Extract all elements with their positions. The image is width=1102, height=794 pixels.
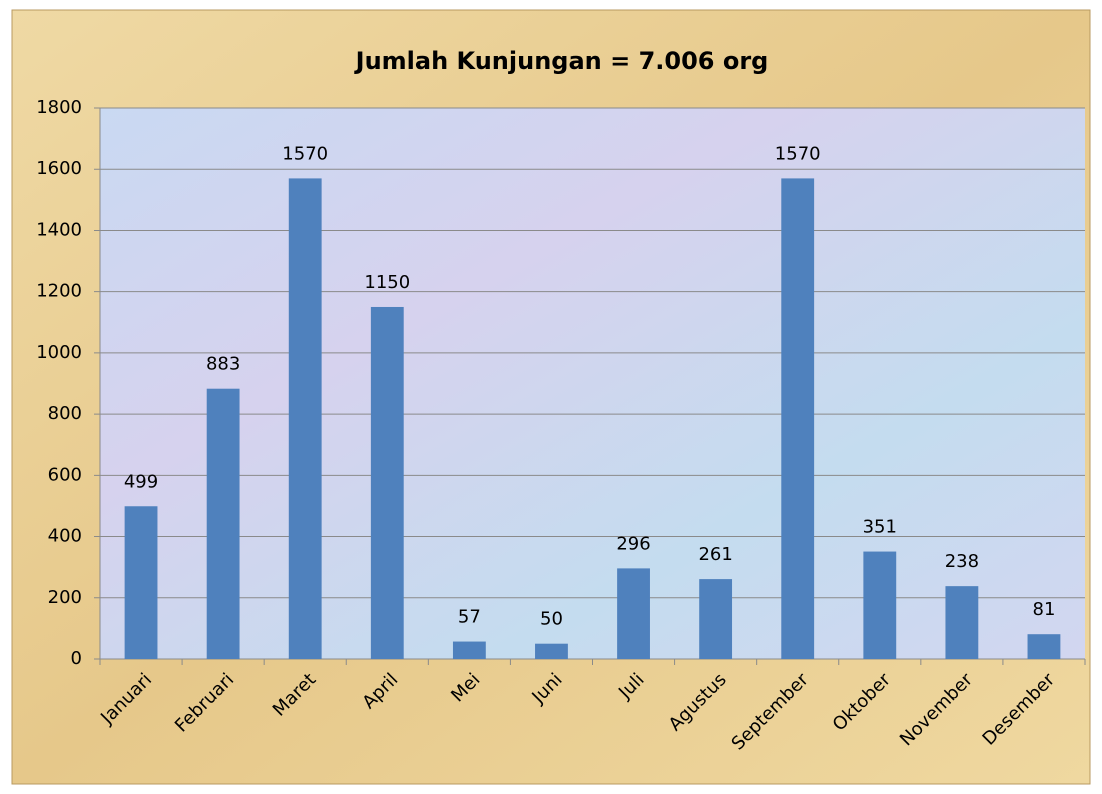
y-tick-label: 1200 (36, 281, 82, 302)
data-label: 296 (616, 533, 650, 554)
y-tick-label: 1400 (36, 219, 82, 240)
bar (699, 579, 733, 659)
data-label: 50 (540, 609, 563, 630)
data-label: 81 (1033, 599, 1056, 620)
bar (535, 643, 568, 659)
y-tick-label: 1800 (36, 97, 82, 118)
data-label: 499 (124, 471, 158, 492)
y-tick-label: 0 (71, 648, 82, 669)
data-label: 1150 (364, 272, 410, 293)
y-tick-label: 1000 (36, 342, 82, 363)
bar (206, 388, 240, 659)
bar (452, 641, 486, 659)
y-tick-label: 400 (48, 526, 82, 547)
plot-area (100, 108, 1085, 659)
data-label: 261 (698, 544, 732, 565)
bar (945, 586, 979, 659)
bar (1027, 634, 1061, 659)
y-tick-label: 600 (48, 464, 82, 485)
chart-title: Jumlah Kunjungan = 7.006 org (354, 47, 769, 75)
bar (617, 568, 650, 659)
bar (781, 178, 815, 659)
y-tick-label: 200 (48, 587, 82, 608)
bar (370, 306, 404, 659)
bar (288, 178, 322, 659)
data-label: 1570 (282, 143, 328, 164)
y-tick-label: 1600 (36, 158, 82, 179)
data-label: 883 (206, 354, 240, 375)
data-label: 351 (863, 517, 897, 538)
data-label: 238 (945, 551, 979, 572)
data-label: 1570 (775, 143, 821, 164)
data-label: 57 (458, 607, 481, 628)
y-tick-label: 800 (48, 403, 82, 424)
bar (124, 506, 158, 659)
bar (863, 551, 897, 659)
